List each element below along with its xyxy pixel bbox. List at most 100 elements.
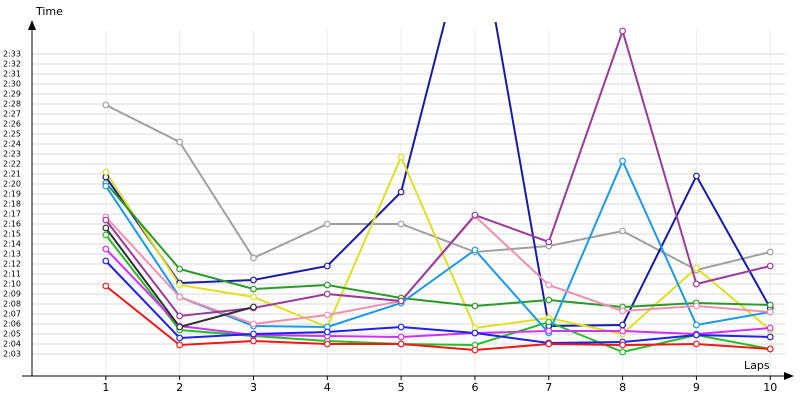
point [693, 331, 700, 339]
y-tick-label: 2:33 [3, 50, 21, 59]
point [471, 346, 479, 354]
series-line [104, 154, 771, 336]
point [102, 182, 110, 190]
point [250, 254, 257, 262]
point [766, 324, 774, 332]
point [397, 333, 405, 341]
series-line [105, 260, 771, 345]
point [619, 348, 626, 356]
x-tick-label: 1 [102, 381, 109, 394]
point [545, 318, 553, 326]
point [766, 333, 774, 341]
point [397, 297, 405, 305]
series-line [105, 248, 771, 339]
point [176, 312, 184, 320]
y-tick-label: 2:06 [3, 320, 21, 329]
point [471, 302, 479, 310]
point [102, 245, 110, 253]
point [471, 246, 479, 254]
x-tick-label: 10 [763, 381, 777, 394]
y-tick-label: 2:04 [3, 340, 21, 349]
y-tick-label: 2:23 [3, 150, 21, 159]
point [102, 101, 110, 109]
x-tick-label: 5 [398, 381, 405, 394]
y-tick-label: 2:32 [3, 60, 21, 69]
point [323, 328, 331, 336]
point [693, 302, 700, 310]
y-tick-label: 2:29 [3, 90, 21, 99]
point [397, 188, 405, 196]
point [102, 168, 110, 176]
point [619, 227, 626, 235]
point [102, 231, 110, 239]
point [397, 153, 405, 161]
point [250, 276, 257, 284]
series-line [105, 285, 771, 352]
y-axis-arrow [28, 20, 36, 30]
y-tick-label: 2:20 [3, 180, 21, 189]
y-tick-label: 2:16 [3, 220, 21, 229]
y-tick-label: 2:26 [3, 120, 21, 129]
point [176, 281, 184, 289]
point [176, 334, 184, 342]
point [176, 341, 184, 349]
point [619, 157, 626, 165]
plot-area [102, 22, 774, 356]
point [766, 301, 774, 309]
y-tick-label: 2:11 [3, 270, 21, 279]
y-tick-label: 2:12 [3, 260, 21, 269]
point [250, 320, 257, 328]
point [323, 281, 331, 289]
x-tick-label: 3 [250, 381, 257, 394]
y-tick-label: 2:21 [3, 170, 21, 179]
point [545, 327, 553, 335]
axes [22, 20, 794, 380]
y-tick-label: 2:30 [3, 80, 21, 89]
point [250, 303, 257, 311]
x-tick-label: 8 [619, 381, 626, 394]
point [766, 345, 774, 353]
point [545, 238, 553, 246]
point [323, 290, 331, 298]
point [323, 262, 331, 270]
x-tick-label: 6 [471, 381, 478, 394]
point [176, 323, 184, 331]
y-axis-label: Time [35, 5, 63, 18]
y-tick-label: 2:22 [3, 160, 21, 169]
y-tick-label: 2:14 [3, 240, 21, 249]
point [471, 211, 479, 219]
point [250, 285, 257, 293]
point [619, 327, 626, 335]
point [693, 264, 700, 272]
point [102, 282, 110, 290]
point [397, 340, 405, 348]
x-tick-label: 9 [693, 381, 700, 394]
y-tick-label: 2:31 [3, 70, 21, 79]
x-axis-label: Laps [744, 359, 770, 372]
y-tick-label: 2:03 [3, 350, 21, 359]
point [250, 293, 257, 301]
point [766, 248, 774, 256]
point [619, 307, 626, 315]
point [323, 340, 331, 348]
y-tick-label: 2:07 [3, 310, 21, 319]
point [176, 293, 184, 301]
point [250, 337, 257, 345]
point [250, 330, 257, 338]
grid: 2:032:042:052:062:072:082:092:102:112:12… [3, 30, 785, 394]
y-tick-label: 2:13 [3, 250, 21, 259]
point [619, 341, 626, 349]
y-tick-label: 2:25 [3, 130, 21, 139]
y-tick-label: 2:09 [3, 290, 21, 299]
x-axis-arrow [784, 372, 794, 380]
point [619, 321, 626, 329]
x-tick-label: 2 [176, 381, 183, 394]
series-line [105, 104, 771, 272]
series-line [105, 182, 771, 309]
point [102, 216, 110, 224]
point [176, 265, 184, 273]
y-tick-label: 2:28 [3, 100, 21, 109]
x-tick-label: 7 [545, 381, 552, 394]
y-tick-label: 2:24 [3, 140, 21, 149]
point [397, 220, 405, 228]
